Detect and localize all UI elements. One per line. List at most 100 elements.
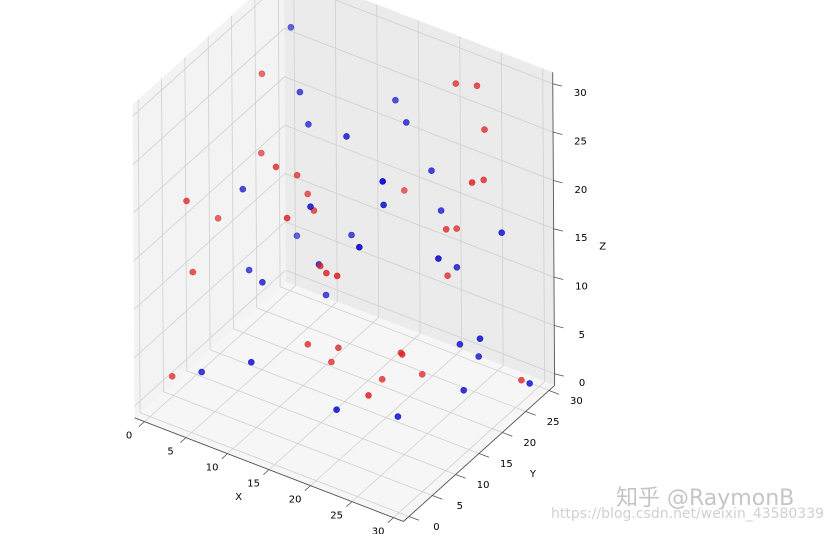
z-tick-label: 10 — [575, 282, 588, 293]
y-tick-label: 15 — [500, 459, 513, 470]
grid-line — [284, 76, 554, 181]
red-data-point — [518, 376, 525, 384]
blue-data-point — [476, 335, 484, 343]
blue-data-point — [287, 23, 295, 31]
blue-data-point — [343, 133, 350, 140]
x-tick-label: 30 — [372, 527, 385, 534]
red-data-point — [258, 70, 266, 78]
y-tick-mark — [502, 432, 513, 437]
blue-data-point — [248, 358, 255, 366]
grid-line — [209, 349, 480, 454]
z-tick-label: 20 — [574, 185, 587, 196]
grid-line — [133, 124, 286, 262]
x-tick-label: 25 — [330, 511, 343, 522]
y-tick-mark — [525, 411, 536, 416]
blue-data-point — [392, 96, 399, 104]
blue-data-point — [428, 167, 435, 174]
blue-data-point — [402, 119, 410, 126]
grid-line — [284, 124, 554, 230]
red-data-point — [168, 372, 176, 380]
red-data-point — [473, 82, 481, 90]
blue-data-point — [453, 263, 461, 271]
grid-line — [254, 0, 258, 308]
red-data-point — [304, 190, 312, 198]
grid-line — [459, 36, 463, 350]
x-tick-mark — [180, 437, 187, 443]
blue-data-point — [460, 386, 468, 394]
x-tick-mark — [138, 421, 145, 427]
y-tick-mark — [455, 474, 466, 479]
x-tick-label: 10 — [206, 463, 219, 474]
x-tick-mark — [221, 453, 228, 459]
z-tick-mark — [554, 325, 564, 329]
grid-line — [277, 0, 281, 287]
y-tick-label: 10 — [477, 480, 490, 491]
x-tick-label: 5 — [167, 447, 173, 458]
red-data-point — [442, 226, 450, 233]
y-tick-label: 30 — [570, 396, 583, 407]
blue-data-point — [526, 380, 534, 387]
blue-data-point — [456, 340, 464, 348]
red-data-point — [481, 126, 488, 133]
z-tick-label: 5 — [579, 330, 585, 341]
x-tick-mark — [346, 501, 353, 507]
grid-line — [351, 365, 504, 502]
red-data-point — [293, 171, 301, 179]
z-tick-label: 0 — [579, 378, 585, 389]
grid-line — [393, 381, 545, 518]
y-tick-label: 5 — [457, 501, 463, 512]
blue-data-point — [379, 178, 387, 185]
grid-line — [233, 328, 503, 433]
red-data-point — [283, 214, 291, 222]
y-tick-mark — [548, 390, 560, 395]
red-data-point — [453, 225, 461, 232]
blue-data-point — [437, 207, 445, 214]
red-data-point — [335, 344, 342, 352]
red-data-point — [378, 375, 386, 383]
blue-data-point — [380, 201, 387, 209]
y-tick-mark — [478, 453, 490, 458]
x-tick-label: 0 — [126, 431, 132, 442]
red-data-point — [452, 80, 460, 87]
watermark-url: https://blog.csdn.net/weixin_43580339 — [551, 506, 825, 522]
blue-data-point — [293, 232, 301, 240]
red-data-point — [304, 340, 312, 348]
grid-line — [283, 28, 554, 133]
y-axis-label: Y — [529, 469, 537, 480]
y-tick-mark — [408, 516, 420, 521]
red-data-point — [398, 351, 406, 358]
red-data-point — [189, 268, 197, 276]
blue-data-point — [435, 255, 442, 262]
blue-data-point — [307, 203, 314, 210]
x-tick-label: 20 — [289, 495, 302, 506]
z-tick-label: 30 — [574, 88, 587, 99]
x-tick-mark — [263, 469, 270, 475]
blue-data-point — [296, 88, 304, 96]
grid-line — [231, 15, 234, 329]
blue-data-point — [348, 231, 355, 239]
grid-line — [310, 349, 462, 486]
y-tick-label: 25 — [547, 417, 560, 428]
z-tick-mark — [552, 83, 563, 87]
red-data-point — [323, 269, 330, 277]
grid-line — [334, 0, 553, 85]
red-data-point — [272, 163, 280, 171]
blue-data-point — [322, 291, 330, 299]
grid-line — [500, 52, 504, 366]
grid-line — [542, 68, 546, 382]
y-tick-mark — [432, 495, 443, 500]
x-axis-label: X — [235, 492, 242, 503]
z-axis-label: Z — [599, 242, 606, 253]
red-data-point — [468, 179, 476, 186]
x-tick-mark — [387, 517, 394, 523]
red-data-point — [333, 272, 341, 280]
watermark-text: 知乎 @RaymonB — [616, 486, 795, 511]
red-data-point — [418, 370, 426, 378]
red-data-point — [400, 187, 408, 194]
blue-data-point — [394, 413, 402, 420]
z-tick-label: 25 — [574, 137, 587, 148]
red-data-point — [316, 262, 324, 270]
blue-data-point — [475, 353, 483, 360]
blue-data-point — [305, 121, 312, 128]
